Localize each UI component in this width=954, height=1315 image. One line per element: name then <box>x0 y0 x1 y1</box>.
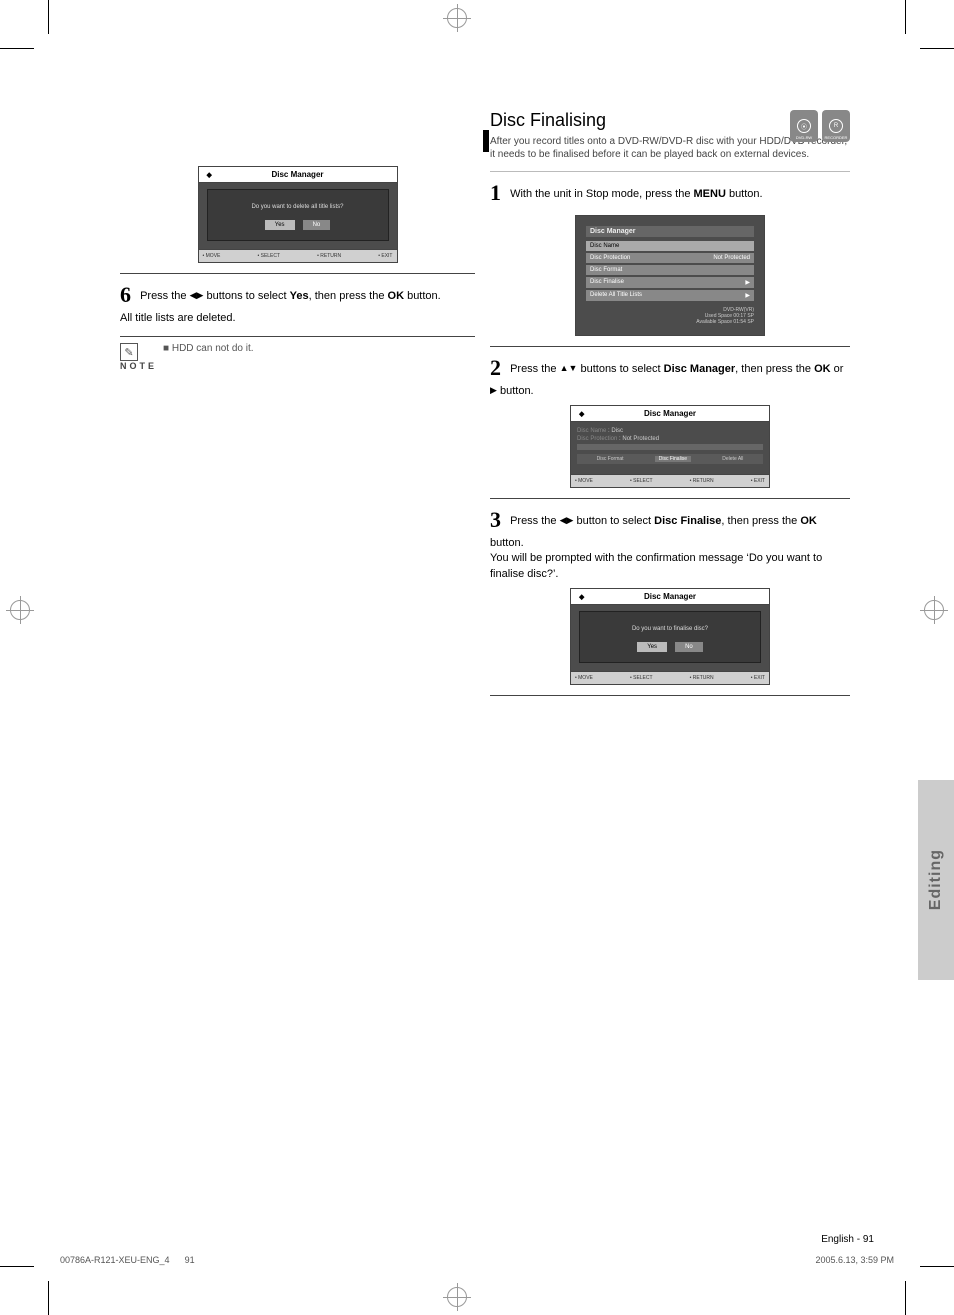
page-number: English - 91 <box>821 1234 874 1245</box>
delete-all-screenshot: ◆ Disc Manager Do you want to delete all… <box>198 166 398 263</box>
page: ◆ Disc Manager Do you want to delete all… <box>60 60 894 1255</box>
finalise-confirm-screenshot: ◆Disc Manager Do you want to finalise di… <box>570 588 770 685</box>
page-footer: 00786A-R121-XEU-ENG_4 91 2005.6.13, 3:59… <box>60 1255 894 1265</box>
left-column: ◆ Disc Manager Do you want to delete all… <box>120 160 475 371</box>
step-3: 3 Press the ◀▶ button to select Disc Fin… <box>490 505 850 582</box>
side-tab: Editing <box>918 780 954 980</box>
no-button[interactable]: No <box>303 220 331 230</box>
step-2: 2 Press the ▲▼ buttons to select Disc Ma… <box>490 353 850 399</box>
step-6: 6 Press the ◀▶ buttons to select Yes, th… <box>120 280 475 326</box>
up-down-icon: ▲▼ <box>560 363 578 373</box>
screen-title: ◆ Disc Manager <box>199 167 397 183</box>
right-icon: ▶ <box>490 385 497 395</box>
pencil-icon: ✎ <box>120 343 138 361</box>
format-badges: ⦿ DVD-RW R RECORDER <box>790 110 850 142</box>
yes-button[interactable]: Yes <box>265 220 295 230</box>
screen-footer: MOVE SELECT RETURN EXIT <box>199 249 397 262</box>
right-column: Disc Finalising ⦿ DVD-RW R RECORDER Afte… <box>490 110 850 702</box>
note: ✎ NOTE ■ HDD can not do it. <box>120 343 475 371</box>
dialog-text: Do you want to delete all title lists? <box>218 204 378 210</box>
left-right-icon: ◀▶ <box>560 515 574 525</box>
finalise-screenshot: ◆Disc Manager Disc Name : Disc Disc Prot… <box>570 405 770 488</box>
left-right-icon: ◀▶ <box>190 290 204 300</box>
dvd-rw-badge: ⦿ DVD-RW <box>790 110 818 142</box>
recorder-badge: R RECORDER <box>822 110 850 142</box>
step-1: 1 With the unit in Stop mode, press the … <box>490 178 850 209</box>
disc-manager-screenshot: Disc Manager Disc Name Disc ProtectionNo… <box>575 215 765 336</box>
yes-button[interactable]: Yes <box>637 642 667 652</box>
no-button[interactable]: No <box>675 642 703 652</box>
